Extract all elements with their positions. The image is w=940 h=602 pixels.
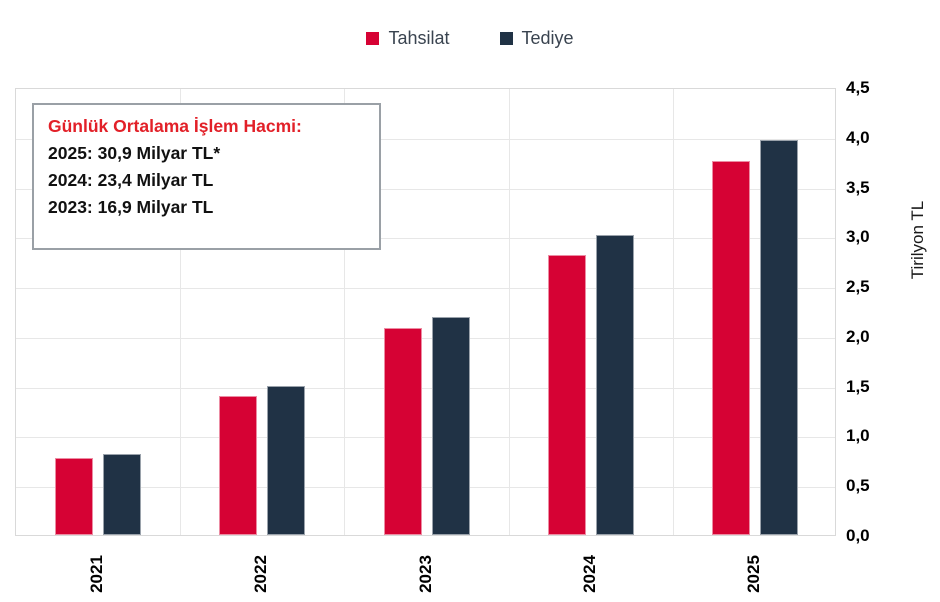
x-axis-label-2023: 2023 (415, 555, 435, 593)
plot-area (15, 88, 836, 536)
bar-tediye-2024[interactable] (595, 235, 634, 535)
y-tick-label: 1,0 (846, 426, 870, 446)
y-tick-label: 2,0 (846, 326, 870, 346)
h-gridline (16, 437, 835, 439)
bar-tahsilat-2021[interactable] (55, 458, 94, 535)
bar-tahsilat-2023[interactable] (383, 327, 422, 535)
v-gridline (344, 89, 346, 535)
h-gridline (16, 288, 835, 290)
annotation-line-2024: 2024: 23,4 Milyar TL (48, 170, 214, 190)
y-axis-title: Tirilyon TL (908, 200, 927, 280)
annotation-line-2025: 2025: 30,9 Milyar TL* (48, 143, 221, 163)
bar-tediye-2023[interactable] (431, 316, 470, 535)
annotation-box: Günlük Ortalama İşlem Hacmi: 2025: 30,9 … (32, 103, 381, 250)
h-gridline (16, 387, 835, 389)
y-tick-label: 3,5 (846, 177, 870, 197)
tahsilat-swatch-icon (366, 31, 380, 45)
legend-item-tahsilat[interactable]: Tahsilat (366, 27, 450, 49)
v-gridline (180, 89, 182, 535)
h-gridline (16, 138, 835, 140)
h-gridline (16, 487, 835, 489)
x-axis-label-2022: 2022 (251, 555, 271, 593)
legend-label-tahsilat: Tahsilat (388, 27, 450, 48)
tediye-swatch-icon (499, 31, 513, 45)
bar-tediye-2025[interactable] (759, 139, 798, 535)
bar-tediye-2021[interactable] (103, 454, 142, 535)
legend-label-tediye: Tediye (521, 27, 574, 48)
x-axis-label-2025: 2025 (743, 555, 763, 593)
x-axis-label-2024: 2024 (579, 555, 599, 593)
h-gridline (16, 188, 835, 190)
bar-tahsilat-2025[interactable] (711, 160, 750, 535)
y-tick-label: 4,5 (846, 78, 870, 97)
y-tick-label: 2,5 (846, 277, 870, 297)
chart-legend: Tahsilat Tediye (0, 24, 940, 52)
bar-tediye-2022[interactable] (267, 385, 306, 535)
annotation-title: Günlük Ortalama İşlem Hacmi: (48, 116, 302, 136)
bar-tahsilat-2024[interactable] (547, 255, 586, 535)
h-gridline (16, 337, 835, 339)
y-tick-label: 4,0 (846, 127, 870, 147)
h-gridline (16, 238, 835, 240)
bar-tahsilat-2022[interactable] (219, 395, 258, 535)
x-axis-label-2021: 2021 (87, 555, 107, 593)
y-tick-label: 1,5 (846, 376, 870, 396)
y-tick-label: 0,5 (846, 476, 870, 496)
legend-item-tediye[interactable]: Tediye (499, 27, 574, 49)
y-tick-label: 3,0 (846, 227, 870, 247)
v-gridline (672, 89, 674, 535)
y-tick-label: 0,0 (846, 526, 870, 545)
annotation-line-2023: 2023: 16,9 Milyar TL (48, 197, 214, 217)
v-gridline (508, 89, 510, 535)
